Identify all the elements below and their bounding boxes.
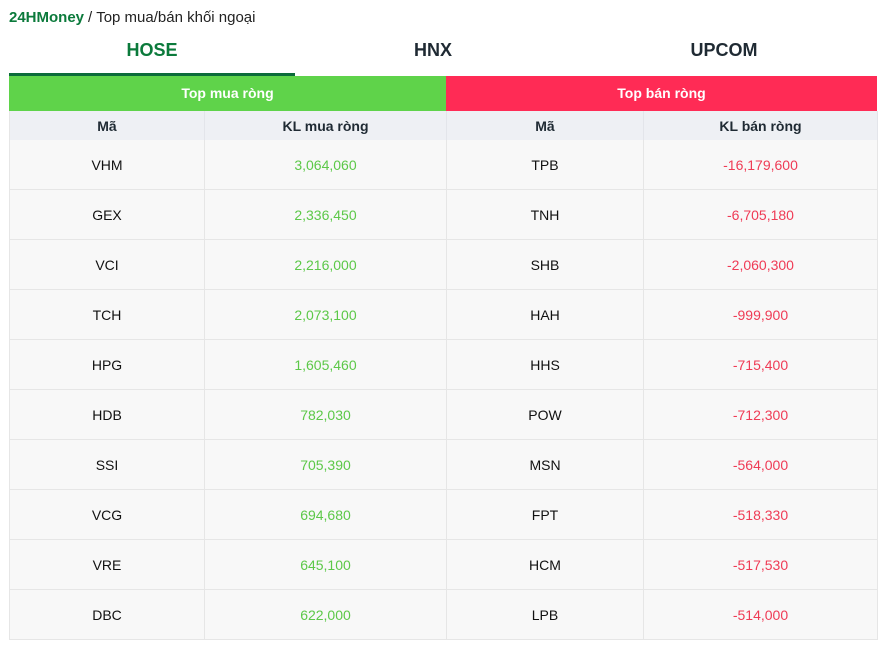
tab-hnx[interactable]: HNX	[413, 40, 452, 60]
exchange-tabs: HOSE HNX UPCOM	[9, 36, 877, 76]
sell-symbol-cell[interactable]: FPT	[446, 489, 644, 540]
buy-volume-cell: 1,605,460	[204, 339, 447, 390]
table-row: SSI 705,390 MSN -564,000	[9, 439, 878, 490]
table-row: VCG 694,680 FPT -518,330	[9, 489, 878, 540]
buy-symbol-cell[interactable]: VCG	[9, 489, 205, 540]
column-header-row: Mã KL mua ròng Mã KL bán ròng	[9, 111, 878, 140]
sell-symbol-cell[interactable]: TNH	[446, 189, 644, 240]
sell-symbol-cell[interactable]: HCM	[446, 539, 644, 590]
table-row: HPG 1,605,460 HHS -715,400	[9, 339, 878, 390]
buy-symbol-cell[interactable]: VCI	[9, 239, 205, 290]
buy-volume-cell: 782,030	[204, 389, 447, 440]
tab-hose[interactable]: HOSE	[9, 36, 295, 76]
breadcrumb-separator: /	[88, 9, 93, 26]
column-header-sell-symbol: Mã	[446, 111, 644, 140]
sell-symbol-cell[interactable]: TPB	[446, 140, 644, 190]
tab-upcom[interactable]: UPCOM	[690, 40, 758, 60]
table-row: DBC 622,000 LPB -514,000	[9, 589, 878, 640]
table-row: GEX 2,336,450 TNH -6,705,180	[9, 189, 878, 240]
buy-volume-cell: 622,000	[204, 589, 447, 640]
page-title: Top mua/bán khối ngoại	[96, 9, 256, 26]
buy-symbol-cell[interactable]: DBC	[9, 589, 205, 640]
sell-volume-cell: -715,400	[643, 339, 878, 390]
sell-volume-cell: -2,060,300	[643, 239, 878, 290]
buy-volume-cell: 694,680	[204, 489, 447, 540]
table-row: HDB 782,030 POW -712,300	[9, 389, 878, 440]
column-header-buy-symbol: Mã	[9, 111, 205, 140]
buy-symbol-cell[interactable]: TCH	[9, 289, 205, 340]
buy-symbol-cell[interactable]: HDB	[9, 389, 205, 440]
table-row: TCH 2,073,100 HAH -999,900	[9, 289, 878, 340]
sell-volume-cell: -517,530	[643, 539, 878, 590]
foreign-trading-board: Top mua ròng Top bán ròng Mã KL mua ròng…	[9, 76, 878, 640]
table-row: VHM 3,064,060 TPB -16,179,600	[9, 140, 878, 190]
top-sell-header: Top bán ròng	[446, 76, 877, 111]
buy-volume-cell: 2,336,450	[204, 189, 447, 240]
buy-symbol-cell[interactable]: HPG	[9, 339, 205, 390]
sell-volume-cell: -16,179,600	[643, 140, 878, 190]
sell-symbol-cell[interactable]: HAH	[446, 289, 644, 340]
buy-volume-cell: 705,390	[204, 439, 447, 490]
buy-volume-cell: 2,073,100	[204, 289, 447, 340]
buy-symbol-cell[interactable]: VRE	[9, 539, 205, 590]
sell-volume-cell: -999,900	[643, 289, 878, 340]
brand-link[interactable]: 24HMoney	[9, 9, 85, 26]
sell-volume-cell: -514,000	[643, 589, 878, 640]
sell-symbol-cell[interactable]: POW	[446, 389, 644, 440]
buy-symbol-cell[interactable]: SSI	[9, 439, 205, 490]
sell-symbol-cell[interactable]: LPB	[446, 589, 644, 640]
table-row: VCI 2,216,000 SHB -2,060,300	[9, 239, 878, 290]
column-header-sell-volume: KL bán ròng	[643, 111, 878, 140]
buy-symbol-cell[interactable]: VHM	[9, 140, 205, 190]
sell-volume-cell: -518,330	[643, 489, 878, 540]
top-buy-header: Top mua ròng	[9, 76, 446, 111]
sell-volume-cell: -6,705,180	[643, 189, 878, 240]
breadcrumb: 24HMoney / Top mua/bán khối ngoại	[9, 8, 255, 28]
sell-symbol-cell[interactable]: HHS	[446, 339, 644, 390]
buy-volume-cell: 3,064,060	[204, 140, 447, 190]
net-trading-table: Mã KL mua ròng Mã KL bán ròng VHM 3,064,…	[9, 111, 878, 640]
column-header-buy-volume: KL mua ròng	[204, 111, 447, 140]
sell-volume-cell: -712,300	[643, 389, 878, 440]
table-row: VRE 645,100 HCM -517,530	[9, 539, 878, 590]
sell-symbol-cell[interactable]: MSN	[446, 439, 644, 490]
sell-volume-cell: -564,000	[643, 439, 878, 490]
buy-symbol-cell[interactable]: GEX	[9, 189, 205, 240]
panel-header-row: Top mua ròng Top bán ròng	[9, 76, 877, 111]
buy-volume-cell: 645,100	[204, 539, 447, 590]
buy-volume-cell: 2,216,000	[204, 239, 447, 290]
sell-symbol-cell[interactable]: SHB	[446, 239, 644, 290]
